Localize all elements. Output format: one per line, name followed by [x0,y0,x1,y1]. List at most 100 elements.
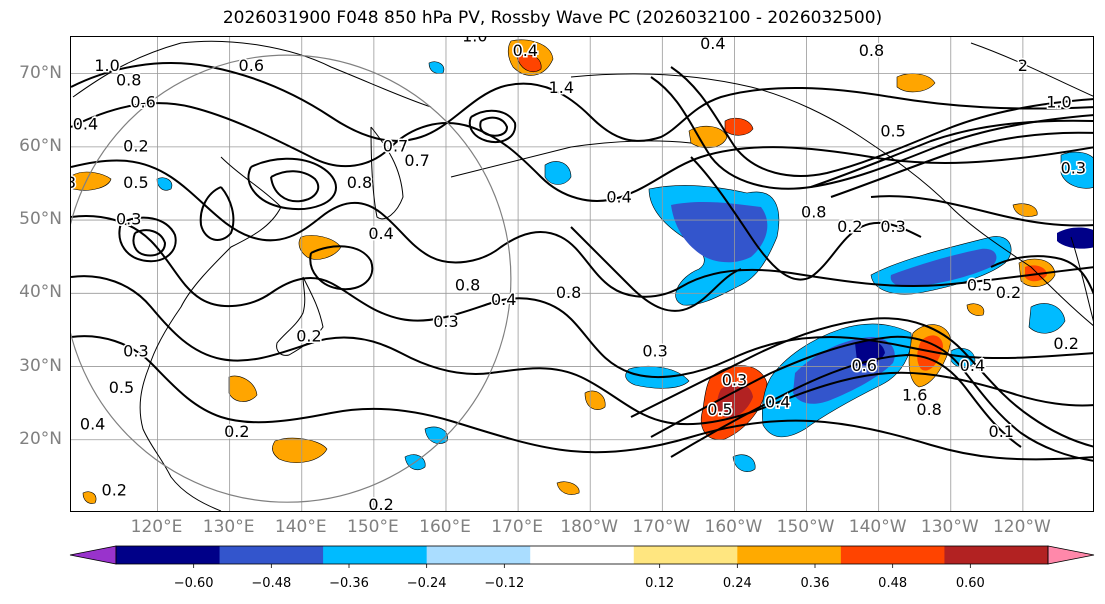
contour-label: 0.2 [123,136,148,155]
longitude-label: 150°E [347,517,399,537]
contour-label: 0.8 [116,70,141,89]
longitude-label: 120°E [130,517,183,537]
contour-label: 0.2 [368,495,393,512]
colorbar-frame [115,545,1049,565]
positive-anomaly-patch [272,437,328,463]
latitude-label: 40°N [19,282,62,303]
contour-label: 0.2 [996,283,1021,302]
colorbar-tick-label: 0.60 [955,576,985,591]
contour-label: 0.2 [1053,334,1078,353]
longitude-label: 140°W [848,517,907,537]
colorbar-segment [116,546,221,564]
positive-anomaly-patch [717,383,753,418]
pv-contour [650,335,1093,462]
positive-anomaly-patch [584,390,606,410]
pv-contours [71,62,1093,462]
colorbar-segment [323,546,428,564]
contour-label: 0.5 [880,122,905,141]
colorbar-tick-label: 0.12 [645,576,675,591]
contour-label: 0.3 [116,210,141,229]
colorbar-segment [426,546,531,564]
longitude-label: 170°W [632,517,691,537]
pv-contour [247,157,337,211]
contour-label: 0.5 [967,275,992,294]
pv-contour [468,109,517,143]
longitude-label: 130°E [202,517,255,537]
contour-label: 0.3 [642,341,667,360]
contour-label: 0.4 [765,393,790,412]
contour-label: 0.7 [404,151,429,170]
map-canvas: 1.00.80.60.40.60.230.50.30.80.40.70.70.8… [71,37,1093,512]
longitude-label: 160°W [704,517,763,537]
positive-anomaly-patch [1012,203,1038,217]
longitude-label: 150°W [776,517,835,537]
pv-contour [71,102,1093,202]
positive-anomaly-patch [896,73,936,93]
pv-contour [990,255,1093,295]
longitude-label: 170°E [491,517,543,537]
pv-contour [630,317,1093,448]
latitude-label: 20°N [19,428,62,449]
coastline-na-west [970,42,1093,322]
colorbar-tick-label: 0.24 [722,576,752,591]
negative-anomaly-patch [156,177,173,191]
contour-label: 1.0 [462,37,487,46]
colorbar-segment [633,546,738,564]
pv-contour [71,275,1093,426]
longitude-label: 130°W [920,517,979,537]
negative-anomaly-patch [1028,303,1066,334]
pv-contour [270,170,320,203]
contour-label: 0.4 [368,224,393,243]
negative-anomaly-patch [428,61,445,74]
pv-contour [810,119,1093,188]
contour-label: 0.2 [224,422,249,441]
pv-contour [830,131,1093,198]
contour-labels: 1.00.80.60.40.60.230.50.30.80.40.70.70.8… [71,37,1088,512]
pv-contour [309,245,374,291]
contour-label: 0.4 [700,37,725,53]
contour-label: 1.0 [1046,92,1071,111]
contour-label: 0.5 [707,400,732,419]
contour-label: 0.4 [491,290,516,309]
contour-label: 0.8 [347,173,372,192]
latitude-label: 50°N [19,209,62,230]
colorbar-tick-label: −0.24 [406,576,447,591]
colorbar-tick-label: −0.12 [484,576,525,591]
contour-label: 0.8 [556,283,581,302]
pv-anomaly-shading [72,39,1093,504]
contour-label: 0.6 [852,356,877,375]
pv-contour [670,353,1022,458]
positive-anomaly-patch [82,491,97,504]
contour-label: 0.3 [880,217,905,236]
negative-anomaly-patch [1060,151,1093,189]
negative-anomaly-patch [1057,227,1093,249]
colorbar-tick-label: −0.60 [173,576,214,591]
pv-contour [132,229,167,257]
colorbar-segment [219,546,324,564]
contour-label: 0.3 [1061,158,1086,177]
colorbar-tick-label: 0.36 [800,576,830,591]
pv-contour [870,195,1093,227]
colorbar-tick-label: −0.36 [329,576,369,591]
pv-contour [71,62,1093,142]
pv-contour [479,116,509,137]
contour-label: 0.1 [989,422,1014,441]
contour-label: 0.4 [73,114,98,133]
positive-anomaly-patch [688,125,728,149]
pv-contour [71,159,1093,298]
pv-contour [118,216,177,263]
longitude-label: 160°E [419,517,471,537]
positive-anomaly-patch [298,235,342,260]
contour-label: 1.4 [549,78,574,97]
contour-label: 0.4 [960,356,985,375]
contour-label: 0.6 [239,56,264,75]
negative-anomaly-patch [671,201,768,263]
positive-anomaly-patch [724,117,754,136]
positive-anomaly-patch [516,54,542,72]
pv-contour [570,226,742,312]
contour-label: 0.3 [722,371,747,390]
negative-anomaly-patch [544,161,572,185]
chart-title: 2026031900 F048 850 hPa PV, Rossby Wave … [222,8,883,28]
positive-anomaly-patch [228,375,258,402]
colorbar-under-extension [69,545,117,565]
